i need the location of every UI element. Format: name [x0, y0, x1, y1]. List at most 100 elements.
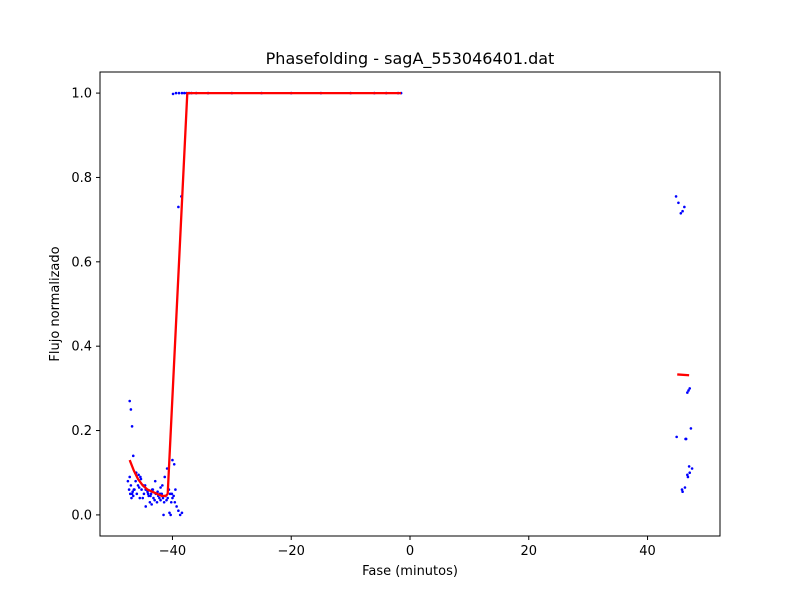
data-point [170, 492, 174, 496]
fit-curve [128, 91, 690, 498]
data-point [680, 488, 684, 491]
data-point [681, 209, 684, 213]
data-point [178, 513, 182, 517]
data-point [679, 212, 683, 215]
data-point [683, 205, 686, 209]
data-point [131, 490, 134, 494]
data-point [152, 496, 155, 500]
data-point [177, 91, 181, 95]
data-point [173, 500, 177, 504]
data-point [688, 471, 692, 475]
data-point [153, 498, 156, 502]
data-point [686, 475, 690, 479]
data-point [148, 500, 152, 504]
data-point [161, 496, 165, 500]
data-point [175, 505, 178, 508]
data-point [134, 479, 137, 483]
data-point [130, 492, 134, 496]
data-point [150, 503, 153, 506]
data-point [159, 486, 162, 489]
data-point [155, 500, 159, 504]
y-axis-label: Flujo normalizado [48, 246, 63, 361]
data-point [131, 454, 135, 458]
data-point [177, 509, 180, 512]
data-point [171, 496, 174, 500]
data-point [139, 477, 143, 481]
chart-title: Phasefolding - sagA_553046401.dat [266, 49, 555, 69]
data-point [129, 408, 133, 411]
data-point [171, 92, 175, 96]
data-point [127, 488, 131, 491]
data-point [128, 475, 131, 479]
data-point [159, 498, 162, 502]
data-point [183, 91, 186, 95]
data-point [151, 488, 155, 491]
data-point [177, 205, 180, 209]
x-axis: −40 −20 0 20 40 [159, 536, 656, 559]
data-point [128, 492, 132, 496]
data-point [180, 91, 184, 95]
data-point [677, 201, 680, 205]
data-point [166, 496, 170, 500]
data-point [144, 505, 148, 508]
data-point [686, 391, 689, 394]
data-point [168, 511, 171, 515]
data-point [162, 500, 166, 504]
y-tick-label: 0.6 [71, 255, 92, 270]
data-point [687, 465, 691, 468]
data-point [142, 492, 146, 496]
data-point [136, 484, 140, 487]
data-point [683, 486, 687, 489]
x-tick-label: 20 [521, 544, 538, 559]
y-tick-label: 0.4 [71, 340, 92, 355]
data-point [131, 494, 135, 498]
data-point [690, 467, 694, 470]
data-point [174, 488, 177, 491]
y-tick-label: 0.8 [71, 171, 92, 186]
data-point [149, 494, 152, 498]
data-point [147, 494, 150, 498]
y-tick-label: 1.0 [71, 87, 92, 102]
data-point [140, 488, 143, 491]
x-tick-label: 0 [406, 544, 414, 559]
data-point [165, 498, 168, 502]
data-point [675, 435, 678, 439]
data-point [128, 399, 131, 403]
data-point [153, 479, 157, 483]
data-point [172, 494, 175, 498]
data-point [163, 475, 167, 479]
data-point [180, 511, 184, 515]
data-point [689, 427, 693, 430]
y-tick-label: 0.0 [71, 508, 92, 523]
data-point [149, 492, 153, 496]
data-point [171, 458, 174, 462]
y-tick-label: 0.2 [71, 424, 92, 439]
data-point [137, 486, 141, 489]
data-point [686, 473, 689, 477]
fit-line [677, 373, 690, 377]
data-point [168, 492, 172, 496]
data-point [161, 484, 164, 487]
data-point [156, 490, 159, 494]
data-point [169, 513, 172, 517]
data-point [133, 488, 136, 491]
data-point [172, 462, 176, 466]
data-point [130, 425, 134, 428]
data-point [674, 195, 678, 198]
data-point [688, 387, 692, 390]
data-point [139, 475, 142, 479]
data-point [138, 496, 142, 500]
plot-area [126, 91, 694, 517]
data-point [135, 492, 139, 496]
data-point [126, 479, 130, 483]
x-tick-label: −20 [278, 544, 305, 559]
y-axis: 0.0 0.2 0.4 0.6 0.8 1.0 [71, 87, 100, 523]
data-point [169, 500, 173, 504]
x-tick-label: 40 [639, 544, 656, 559]
data-point [174, 91, 178, 95]
data-point [141, 496, 145, 500]
data-point [158, 496, 161, 500]
x-axis-label: Fase (minutos) [362, 564, 458, 579]
